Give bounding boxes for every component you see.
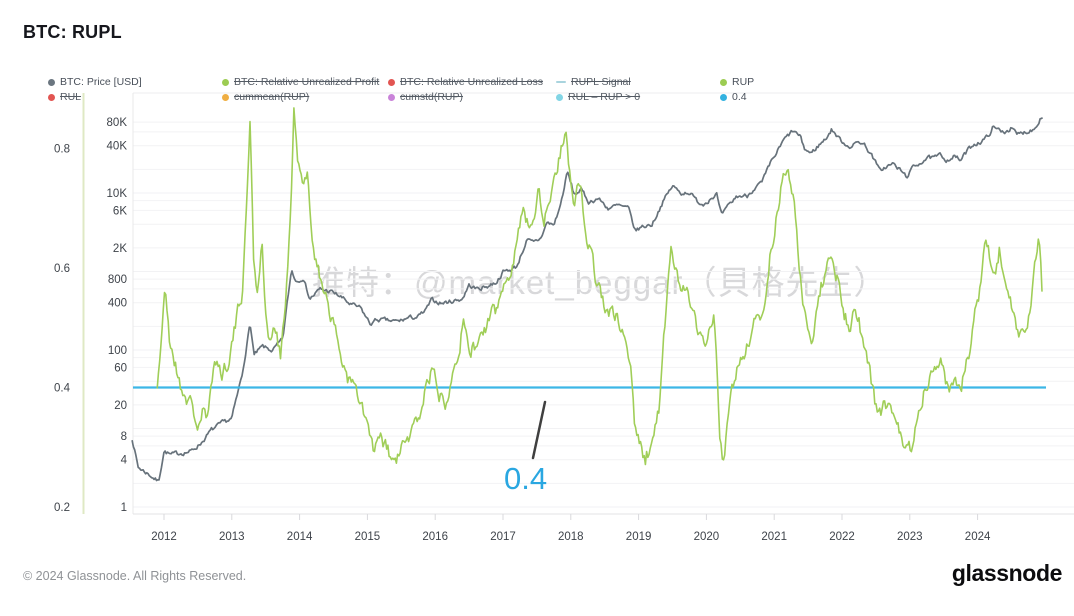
year-tick-label: 2014 [287, 531, 313, 543]
price-tick-label: 400 [108, 298, 127, 310]
year-tick-label: 2022 [829, 531, 855, 543]
dot-marker-icon [556, 93, 563, 101]
legend-item-btc-relative-unrealized-profit[interactable]: BTC: Relative Unrealized Profit [222, 76, 379, 88]
annotation-pointer-line [531, 400, 547, 460]
year-tick-label: 2017 [490, 531, 516, 543]
chart-legend: BTC: Price [USD] BTC: Relative Unrealized… [0, 0, 1074, 115]
legend-label: RUP [732, 76, 755, 88]
page-title: BTC: RUPL [23, 22, 122, 42]
glassnode-logo: glassnode [951, 560, 1063, 586]
dot-marker-icon [720, 78, 727, 86]
price-tick-label: 4 [121, 455, 128, 467]
dot-marker-icon [388, 78, 395, 86]
price-tick-label: 80K [107, 117, 128, 129]
year-tick-label: 2015 [355, 531, 381, 543]
legend-item-btc-relative-unrealized-loss[interactable]: BTC: Relative Unrealized Loss [388, 76, 543, 88]
line-marker-icon [556, 81, 566, 83]
legend-label: RUL – RUP > 0 [568, 91, 641, 103]
legend-label: cumstd(RUP) [400, 91, 464, 103]
dot-marker-icon [48, 78, 55, 86]
legend-item-rup[interactable]: RUP [720, 76, 754, 88]
rup-tick-label: 0.8 [54, 144, 70, 156]
price-tick-label: 2K [113, 243, 127, 255]
legend-label: cummean(RUP) [234, 91, 310, 103]
year-tick-label: 2024 [965, 531, 991, 543]
price-tick-label: 100 [108, 345, 127, 357]
year-tick-label: 2013 [219, 531, 245, 543]
price-tick-label: 8 [121, 431, 127, 443]
price-tick-label: 6K [113, 205, 127, 217]
price-tick-label: 20 [114, 400, 127, 412]
price-tick-label: 1 [121, 502, 127, 514]
chart-plot-area[interactable] [133, 93, 1074, 514]
copyright-text: © 2024 Glassnode. All Rights Reserved. [23, 569, 247, 583]
year-tick-label: 2023 [897, 531, 923, 543]
legend-item-btc-price-usd[interactable]: BTC: Price [USD] [48, 76, 142, 88]
price-tick-label: 800 [108, 274, 127, 286]
rup-tick-label: 0.6 [54, 263, 70, 275]
dot-marker-icon [222, 93, 229, 101]
btc-price-line [131, 117, 1044, 482]
price-tick-label: 60 [114, 362, 127, 374]
dot-marker-icon [720, 93, 727, 101]
legend-item-cumstd-rup[interactable]: cumstd(RUP) [388, 91, 463, 103]
legend-label: RUL [60, 91, 82, 103]
legend-item-cummean-rup[interactable]: cummean(RUP) [222, 91, 309, 103]
dot-marker-icon [388, 93, 395, 101]
year-tick-label: 2018 [558, 531, 584, 543]
legend-item-rul[interactable]: RUL [48, 91, 81, 103]
rup-line [156, 107, 1043, 466]
legend-item-rul-rup-0[interactable]: RUL – RUP > 0 [556, 91, 640, 103]
legend-label: BTC: Relative Unrealized Loss [400, 76, 543, 88]
legend-label: 0.4 [732, 91, 747, 103]
year-tick-label: 2016 [422, 531, 448, 543]
dot-marker-icon [222, 78, 229, 86]
legend-item-rupl-signal[interactable]: RUPL Signal [556, 76, 631, 88]
legend-label: BTC: Price [USD] [60, 76, 142, 88]
dot-marker-icon [48, 93, 55, 101]
legend-item-0.4[interactable]: 0.4 [720, 91, 747, 103]
rup-tick-label: 0.2 [54, 502, 70, 514]
legend-label: BTC: Relative Unrealized Profit [234, 76, 380, 88]
rup-tick-label: 0.4 [54, 383, 71, 395]
year-tick-label: 2021 [761, 531, 787, 543]
year-tick-label: 2020 [694, 531, 720, 543]
legend-label: RUPL Signal [571, 76, 631, 88]
threshold-annotation-label: 0.4 [504, 461, 548, 496]
price-tick-label: 40K [107, 141, 128, 153]
year-tick-label: 2012 [151, 531, 177, 543]
price-tick-label: 10K [107, 188, 128, 200]
year-tick-label: 2019 [626, 531, 652, 543]
